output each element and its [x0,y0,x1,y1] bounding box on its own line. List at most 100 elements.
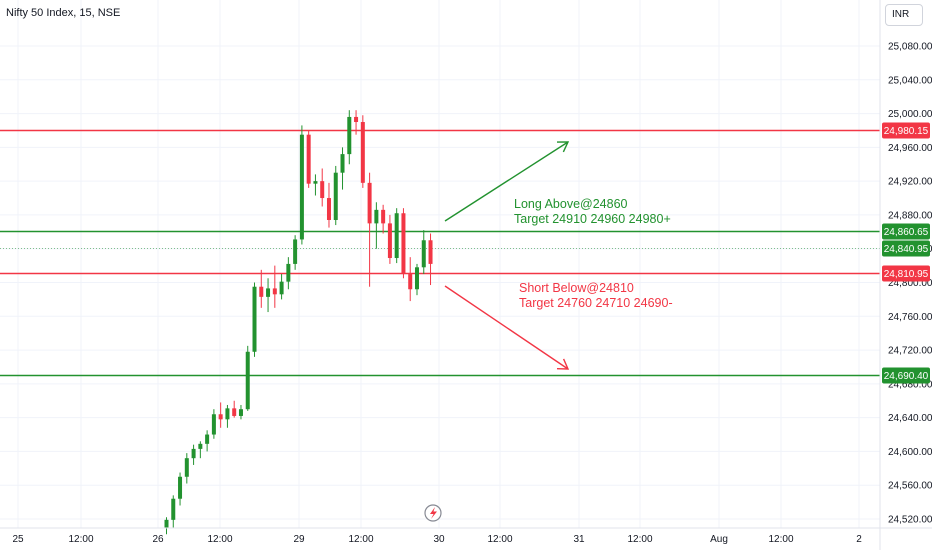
time-tick-label: 29 [293,534,305,545]
price-tick-label: 24,600.00 [888,447,932,458]
candle [428,233,433,286]
candle-body [347,116,352,155]
candle [218,402,223,428]
candle-body [252,286,257,352]
chart-title: Nifty 50 Index, 15, NSE [6,7,121,19]
candle-body [164,519,169,528]
horizontal-price-lines [0,129,880,377]
candle [286,257,291,290]
candle [184,453,189,484]
candle-body [232,408,237,416]
candle-series [164,110,433,535]
candle-body [205,434,210,444]
candle-body [401,213,406,275]
candle-body [340,154,345,173]
candle-body [360,122,365,183]
candle [347,110,352,165]
candle-body [198,443,203,449]
arrow-head [556,358,570,370]
candle-body [225,408,230,420]
candle [381,204,386,234]
candle [340,147,345,190]
short-arrow [444,285,570,370]
candle-body [306,134,311,184]
price-level-label: 24,980.15 [882,122,930,139]
candle [401,208,406,279]
arrow-shaft [444,141,569,222]
candle-body [387,223,392,259]
candle-body [259,286,264,297]
candle [232,400,237,418]
candle-body [428,240,433,264]
price-level-label: 24,810.95 [882,265,930,282]
annotation-line: Target 24760 24710 24690- [519,296,673,310]
price-tick-label: 24,920.00 [888,177,932,188]
short-annotation: Short Below@24810 Target 24760 24710 2469… [519,281,673,310]
candle-body [238,409,243,416]
price-axis[interactable]: 24,520.00 24,560.00 24,600.00 24,640.00 24,6… [879,0,932,550]
candle [205,430,210,452]
time-tick-label: 25 [12,534,24,545]
time-tick-label: 12:00 [487,534,512,545]
price-label-text: 24,860.65 [884,227,929,238]
time-tick-label: 12:00 [627,534,652,545]
price-level-label: 24,690.40 [882,367,930,384]
trade-annotations: Long Above@24860 Target 24910 24960 24980… [514,197,673,310]
candle-body [245,351,250,410]
candle [252,282,257,357]
candle [164,517,169,535]
price-tick-label: 24,560.00 [888,481,932,492]
candle [293,235,298,270]
candle [408,257,413,302]
candle [279,274,284,300]
time-tick-label: 12:00 [207,534,232,545]
price-tick-label: 24,800.00 [888,278,932,289]
candle-body [414,267,419,290]
price-tick-label: 24,640.00 [888,413,932,424]
candle [333,165,338,226]
candle [326,182,331,228]
candle [360,115,365,188]
candle [306,130,311,188]
candle-body [218,414,223,420]
currency-button[interactable]: INR [885,4,923,26]
price-tick-label: 25,040.00 [888,75,932,86]
candle-body [326,198,331,220]
candle [178,472,183,506]
trend-arrows [444,141,570,370]
candle-body [178,476,183,499]
long-annotation: Long Above@24860 Target 24910 24960 24980… [514,197,671,226]
price-tick-label: 24,960.00 [888,143,932,154]
price-label-box [882,223,930,240]
price-tick-label: 24,680.00 [888,379,932,390]
price-level-label: 24,860.65 [882,223,930,240]
time-tick-label: Aug [710,534,728,545]
time-tick-label: 12:00 [348,534,373,545]
price-label-text: 24,980.15 [884,126,929,137]
candle-body [279,281,284,295]
candle [299,125,304,245]
candle-body [421,240,426,268]
candle-body [211,414,216,435]
time-tick-label: 30 [433,534,445,545]
price-tick-label: 25,080.00 [888,42,932,53]
candle-body [374,209,379,224]
price-label-box [882,265,930,282]
annotation-line: Target 24910 24960 24980+ [514,212,671,226]
candle-body [394,213,399,259]
candle [171,495,176,528]
candle [225,404,230,428]
candle [320,168,325,207]
price-label-text: 24,810.95 [884,269,929,280]
arrow-shaft [444,285,569,370]
candle-body [293,239,298,264]
time-tick-label: 31 [573,534,585,545]
candle-body [266,288,271,297]
candle [211,409,216,439]
candle-body [381,209,386,224]
lightning-event-icon[interactable] [424,504,442,522]
candle-body [184,458,189,477]
time-axis[interactable]: 25 12:00 26 12:00 29 12:00 30 12:00 31 12:00 Aug 12… [0,527,932,545]
price-tick-label: 24,720.00 [888,346,932,357]
